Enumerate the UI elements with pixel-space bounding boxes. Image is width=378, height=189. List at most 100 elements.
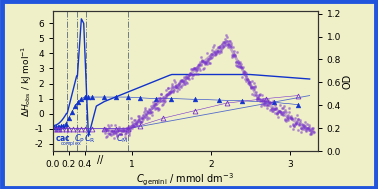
Point — [179, 84, 185, 87]
Point — [172, 83, 178, 86]
Point — [144, 116, 150, 119]
Point — [133, 121, 139, 124]
Point — [194, 66, 200, 69]
Point — [232, 64, 239, 67]
Point — [208, 55, 214, 58]
Point — [284, 117, 290, 120]
Point — [259, 94, 265, 97]
Point — [232, 53, 238, 57]
Point — [125, 129, 131, 132]
Point — [274, 112, 280, 115]
Point — [271, 104, 277, 107]
Point — [108, 133, 114, 136]
Point — [117, 132, 123, 135]
Point — [299, 127, 305, 130]
Point — [231, 45, 237, 48]
Point — [103, 127, 109, 130]
Point — [238, 65, 244, 68]
Point — [266, 100, 272, 103]
Point — [164, 92, 170, 95]
Text: $C_{\rm P}$: $C_{\rm P}$ — [74, 132, 85, 145]
Point — [107, 131, 113, 134]
Point — [106, 125, 112, 128]
Point — [172, 81, 178, 84]
Point — [214, 50, 220, 53]
Point — [167, 90, 174, 93]
Point — [156, 99, 163, 102]
Point — [246, 81, 253, 84]
Point — [300, 124, 306, 127]
Point — [129, 126, 135, 129]
Point — [214, 49, 220, 52]
Point — [211, 50, 217, 53]
Point — [294, 113, 300, 116]
Point — [224, 40, 230, 43]
Point — [291, 124, 297, 127]
Point — [120, 126, 126, 129]
Point — [306, 126, 312, 129]
Point — [209, 49, 215, 52]
Point — [283, 110, 289, 113]
Point — [305, 126, 311, 129]
Point — [254, 98, 260, 101]
Point — [201, 60, 207, 63]
Point — [198, 56, 204, 59]
Point — [232, 55, 238, 58]
Point — [223, 40, 229, 43]
Point — [142, 115, 148, 119]
Point — [224, 36, 230, 39]
Point — [155, 97, 161, 100]
Point — [147, 111, 153, 114]
Point — [262, 104, 268, 107]
Point — [227, 44, 233, 47]
Point — [154, 100, 160, 103]
Point — [107, 132, 113, 136]
Point — [293, 121, 299, 124]
Point — [296, 122, 302, 125]
Point — [202, 61, 208, 64]
Point — [267, 102, 273, 105]
Point — [116, 132, 122, 135]
Point — [123, 131, 129, 134]
Point — [276, 109, 282, 112]
Point — [128, 124, 134, 127]
Point — [242, 70, 248, 73]
Point — [114, 133, 120, 136]
Point — [240, 65, 246, 68]
Point — [135, 115, 141, 118]
Point — [309, 127, 315, 130]
Point — [231, 53, 237, 56]
Point — [101, 128, 107, 131]
Point — [180, 80, 186, 83]
Point — [299, 123, 305, 126]
Point — [204, 51, 210, 54]
Point — [265, 99, 271, 102]
Point — [178, 85, 184, 88]
Point — [174, 85, 180, 88]
Point — [175, 84, 181, 87]
Point — [130, 124, 136, 127]
Point — [277, 109, 283, 112]
Point — [160, 96, 166, 99]
Point — [305, 128, 311, 131]
Point — [124, 131, 130, 134]
Point — [223, 44, 229, 47]
Point — [297, 118, 303, 121]
Point — [239, 67, 245, 70]
Point — [223, 33, 229, 36]
Point — [298, 130, 304, 133]
Point — [297, 120, 303, 123]
Point — [159, 103, 165, 106]
Point — [302, 126, 308, 129]
Point — [275, 110, 281, 113]
Point — [121, 129, 127, 132]
Point — [274, 113, 280, 116]
Point — [103, 136, 109, 139]
Point — [144, 109, 150, 112]
Point — [135, 118, 141, 121]
Point — [146, 116, 152, 119]
Point — [254, 97, 260, 100]
Point — [167, 92, 173, 95]
Point — [196, 63, 202, 66]
Point — [290, 122, 296, 125]
